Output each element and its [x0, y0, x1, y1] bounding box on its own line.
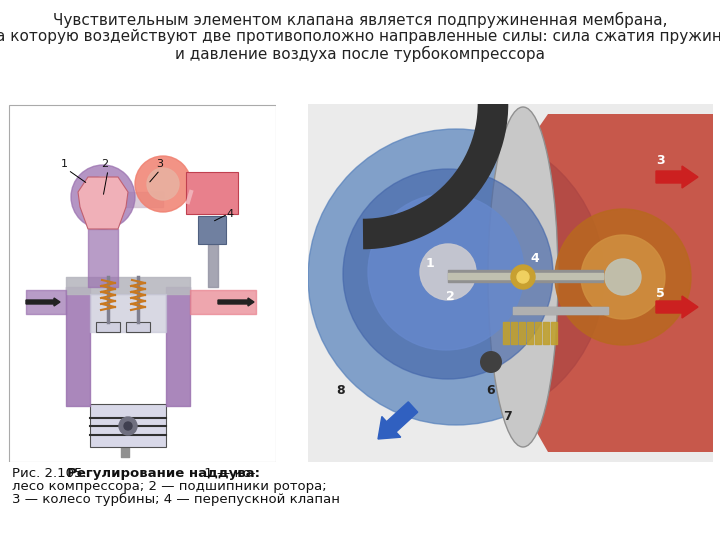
- Text: и давление воздуха после турбокомпрессора: и давление воздуха после турбокомпрессор…: [175, 46, 545, 62]
- Text: Регулирование наддува:: Регулирование наддува:: [67, 467, 260, 480]
- Text: 1 — ко-: 1 — ко-: [200, 467, 256, 480]
- Text: 3: 3: [656, 154, 665, 167]
- Text: Рис. 2.105.: Рис. 2.105.: [12, 467, 91, 480]
- Ellipse shape: [480, 351, 502, 373]
- Text: лесо компрессора; 2 — подшипники ротора;: лесо компрессора; 2 — подшипники ротора;: [12, 480, 327, 493]
- FancyArrow shape: [218, 298, 254, 306]
- Ellipse shape: [488, 107, 558, 447]
- Circle shape: [308, 129, 604, 425]
- Circle shape: [124, 422, 132, 430]
- Circle shape: [581, 235, 665, 319]
- Circle shape: [605, 259, 641, 295]
- FancyArrow shape: [378, 402, 418, 439]
- Text: 8: 8: [336, 384, 345, 397]
- Text: Чувствительным элементом клапана является подпружиненная мембрана,: Чувствительным элементом клапана являетс…: [53, 12, 667, 28]
- Text: 1: 1: [61, 159, 68, 169]
- Circle shape: [83, 177, 123, 217]
- Circle shape: [147, 168, 179, 200]
- Circle shape: [135, 156, 191, 212]
- Circle shape: [368, 194, 524, 350]
- Text: 2: 2: [446, 290, 455, 303]
- Bar: [198, 216, 226, 244]
- Polygon shape: [498, 114, 713, 452]
- FancyArrow shape: [26, 298, 60, 306]
- Text: 5: 5: [656, 287, 665, 300]
- Circle shape: [71, 165, 135, 229]
- Text: 1: 1: [426, 257, 435, 270]
- Text: 3 — колесо турбины; 4 — перепускной клапан: 3 — колесо турбины; 4 — перепускной клап…: [12, 493, 340, 506]
- Polygon shape: [126, 322, 150, 332]
- Circle shape: [343, 169, 553, 379]
- Text: на которую воздействуют две противоположно направленные силы: сила сжатия пружин: на которую воздействуют две противополож…: [0, 29, 720, 44]
- Polygon shape: [78, 177, 128, 229]
- FancyArrow shape: [656, 166, 698, 188]
- Text: 6: 6: [486, 384, 495, 397]
- Polygon shape: [90, 404, 166, 447]
- Text: 3: 3: [156, 159, 163, 169]
- Circle shape: [420, 244, 476, 300]
- Polygon shape: [96, 322, 120, 332]
- FancyArrow shape: [656, 296, 698, 318]
- Circle shape: [555, 209, 691, 345]
- Bar: [186, 172, 238, 214]
- Circle shape: [517, 271, 529, 283]
- Text: 4: 4: [226, 209, 233, 219]
- Text: 7: 7: [503, 410, 512, 423]
- Circle shape: [511, 265, 535, 289]
- Text: 4: 4: [530, 252, 539, 265]
- Circle shape: [119, 417, 137, 435]
- Text: 2: 2: [101, 159, 108, 169]
